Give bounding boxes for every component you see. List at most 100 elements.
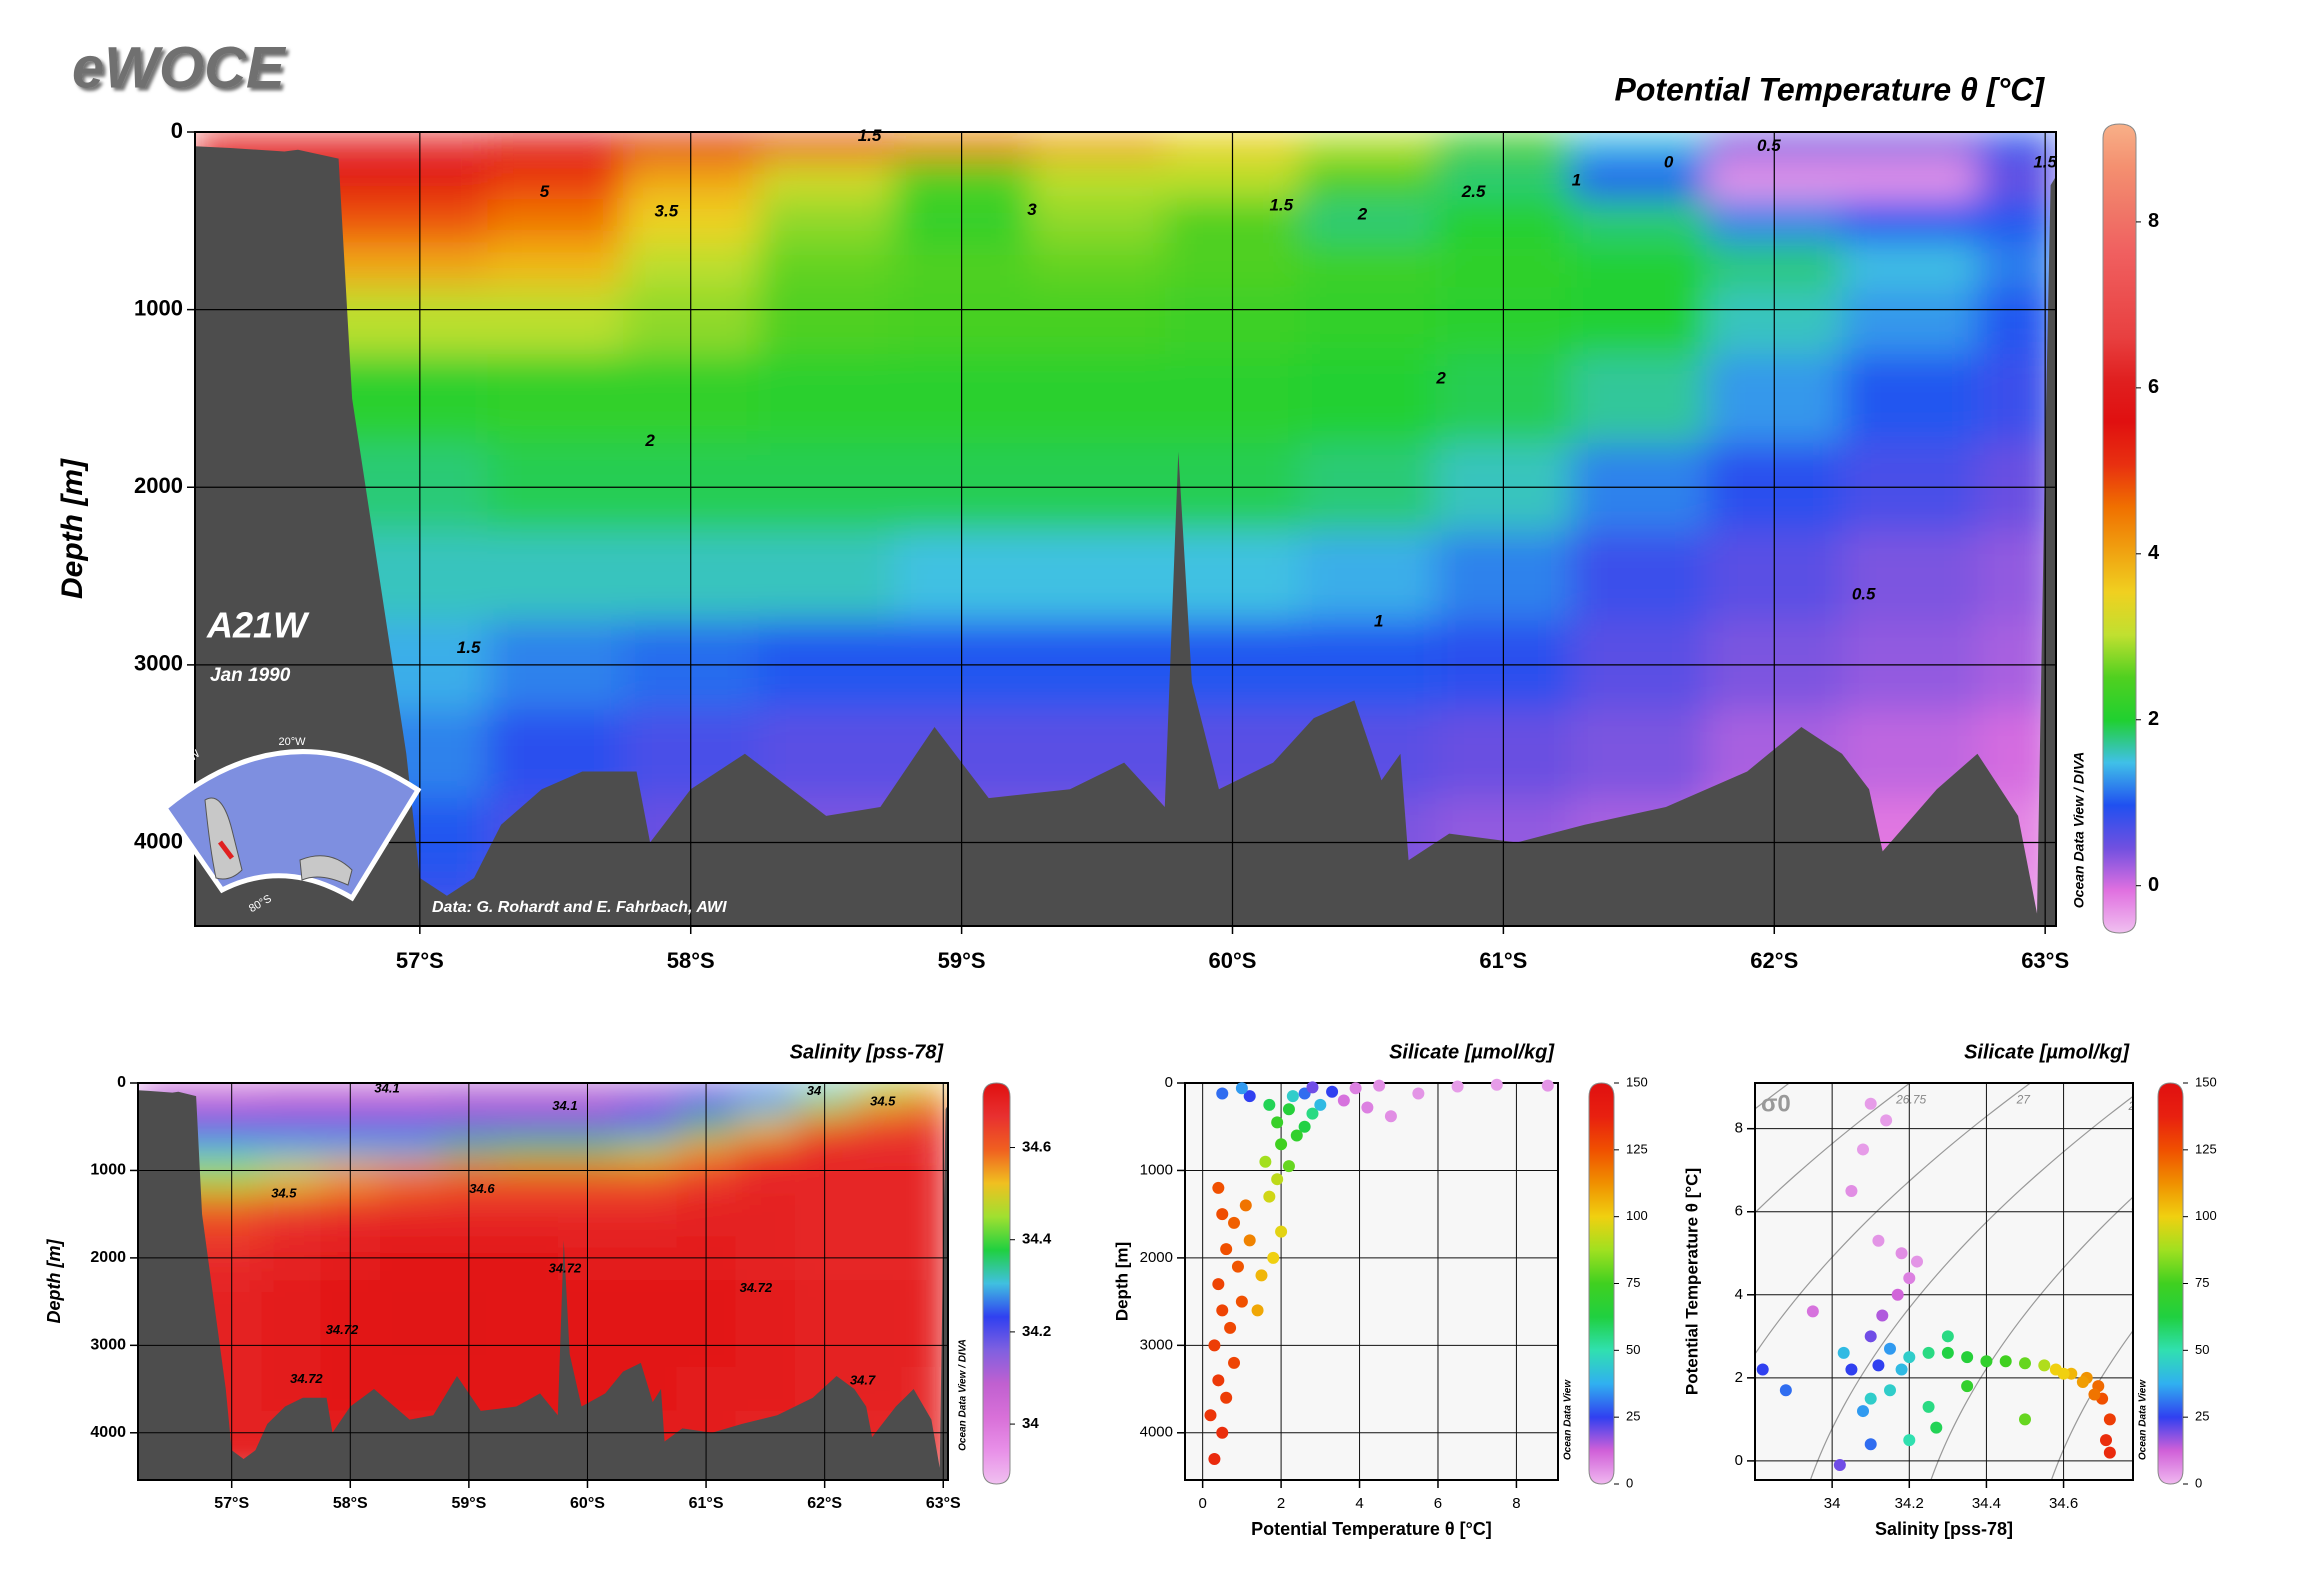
isopycnal-label: 27.5 [2131,1198,2156,1212]
field-cell [735,1367,797,1412]
y-tick-label: 1000 [1140,1161,1173,1178]
inset-land [204,797,353,886]
field-cell [1029,531,1166,622]
scatter-point [1941,1346,1954,1359]
isopycnal-label: 26.75 [1895,1092,1926,1106]
y-axis-label: Potential Temperature θ [°C] [1682,1168,1701,1395]
scatter-point [1231,1260,1244,1273]
field-cell [379,1115,441,1139]
software-note: Ocean Data View [1563,1379,1574,1460]
field-cell [1977,198,2056,245]
scatter-point [1326,1085,1339,1098]
field-cell [617,1115,678,1139]
scatter-point [1490,1078,1503,1091]
field-cell [320,1159,381,1194]
x-tick-label: 58°S [667,948,715,973]
scatter-point [1864,1392,1877,1405]
field-cell [498,1115,559,1139]
y-tick-label: 4000 [90,1424,126,1441]
y-tick-label: 0 [171,118,183,143]
field-cell [487,198,625,245]
scatter-point [1216,1087,1229,1100]
field-cell [487,158,625,200]
field-cell [1841,158,1979,200]
scatter-point [1895,1247,1908,1260]
colorbar [2157,1082,2184,1485]
x-tick-label: 58°S [333,1495,368,1512]
isopycnal [2050,1329,2133,1480]
field-cell [1029,198,1166,245]
field-cell [1300,531,1437,622]
plot-background [1755,1083,2133,1480]
field-cell [487,354,625,444]
contour-label: 1 [1572,170,1581,189]
plot-background [1185,1083,1558,1480]
field-cell [1571,287,1708,356]
scatter-point [1884,1342,1896,1355]
scatter-point [1864,1330,1877,1343]
colorbar-tick-label: 34.4 [1022,1231,1052,1248]
y-tick-label: 2000 [90,1249,126,1266]
scatter-point [1872,1359,1885,1372]
scatter-point [1412,1087,1425,1100]
field-cell [1571,354,1708,444]
x-tick-label: 61°S [1479,948,1527,973]
scatter-point [1961,1380,1974,1393]
scatter-point [2019,1413,2031,1426]
cruise-label: A21W [206,605,310,646]
y-tick-label: 3000 [90,1337,126,1354]
field-cell [487,243,625,289]
field-cell [854,1159,915,1194]
field-clip [138,1083,948,1480]
field-cell [1841,132,1979,160]
y-tick-label: 4000 [134,828,183,853]
scatter-point [1228,1356,1241,1369]
scatter-point [1243,1234,1256,1247]
field-cell [1977,243,2056,289]
x-tick-label: 34.6 [2049,1495,2078,1512]
field-cell [758,198,895,245]
plot-frame [194,131,2057,927]
scatter-point [1837,1346,1850,1359]
field-cell [617,1279,678,1325]
x-tick-label: 4 [1355,1495,1363,1512]
density-label: σ0 [1761,1090,1791,1117]
scatter-point [2076,1375,2089,1388]
scatter-point [1216,1304,1229,1317]
field-cell [758,132,895,160]
scatter-point [2088,1388,2101,1401]
field-cell [913,1159,948,1194]
scatter-point [1857,1405,1869,1418]
field-cell [676,1115,737,1139]
chart-title: Potential Temperature θ [°C] [1614,71,2045,107]
scatter-point [1243,1090,1256,1103]
field-cell [379,1192,441,1238]
scatter-point [1263,1098,1276,1111]
field-cell [735,1159,797,1194]
scatter-point [1212,1374,1225,1387]
x-axis-label: Potential Temperature θ [°C] [1251,1519,1492,1539]
y-tick-label: 2000 [1140,1249,1173,1266]
contour-label: 34.72 [549,1261,582,1276]
scatter-point [1922,1400,1935,1413]
isopycnal [1755,1083,1911,1214]
colorbar-tick-label: 0 [2195,1475,2202,1490]
scatter-point [1876,1309,1889,1322]
y-tick-label: 1000 [134,295,183,320]
scatter-point [2103,1413,2116,1426]
scatter-point [1864,1097,1877,1110]
contour-label: 2.5 [1461,182,1486,201]
scatter-point [1884,1384,1896,1397]
contour-label: 34.7 [850,1373,876,1388]
scatter-point [1911,1255,1923,1268]
y-axis-label: Depth [m] [44,1239,64,1324]
colorbar-tick-label: 75 [2195,1275,2209,1290]
field-cell [320,1279,381,1325]
map-label: 20°W [278,736,306,748]
colorbar [982,1082,1011,1485]
x-tick-label: 34.2 [1895,1495,1924,1512]
scatter-point [1941,1330,1954,1343]
scatter-point [1263,1190,1276,1203]
scatter-point [1228,1216,1241,1229]
